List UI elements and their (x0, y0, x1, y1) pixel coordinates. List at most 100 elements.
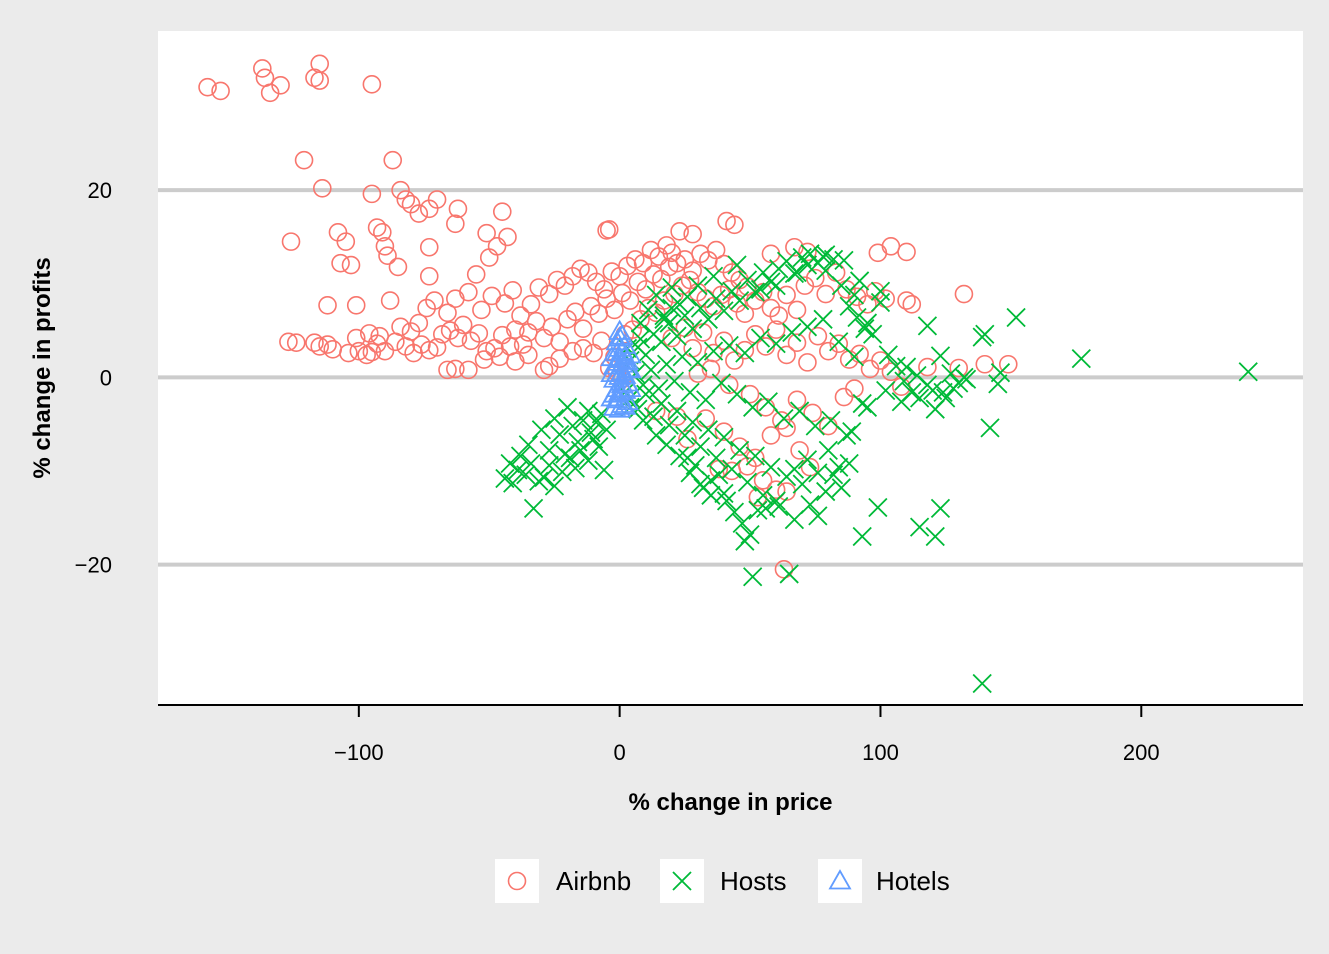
data-point (787, 300, 807, 320)
data-point (667, 326, 687, 346)
data-point (331, 253, 350, 273)
data-point (777, 345, 796, 365)
axis-layer: −20 0 20 −100 0 100 200 (75, 178, 1303, 765)
data-point (743, 567, 763, 587)
data-point (448, 199, 468, 219)
data-point (787, 333, 807, 353)
data-point (972, 673, 992, 694)
series-airbnb (198, 54, 1018, 579)
data-point (370, 326, 389, 346)
data-point (383, 150, 403, 170)
data-point (1238, 362, 1258, 382)
data-point (198, 77, 217, 97)
data-point (863, 324, 883, 344)
data-point (805, 416, 825, 436)
data-point (563, 416, 583, 436)
data-point (878, 345, 898, 365)
data-point (745, 446, 765, 466)
data-point (868, 497, 888, 518)
data-point (803, 403, 822, 423)
data-point (503, 473, 523, 493)
data-point (477, 341, 496, 361)
data-point (897, 242, 916, 262)
data-point (800, 495, 820, 515)
data-point (722, 459, 742, 479)
data-point (542, 317, 562, 337)
data-point (589, 436, 609, 457)
data-point (597, 221, 616, 240)
data-point (594, 460, 614, 480)
data-point (709, 465, 729, 485)
data-point (654, 291, 674, 310)
data-point (610, 392, 634, 413)
data-point (706, 240, 726, 260)
y-tick-label: −20 (75, 553, 112, 578)
data-point (798, 353, 817, 372)
data-point (831, 478, 851, 498)
data-point (907, 365, 927, 386)
data-point (438, 303, 457, 323)
data-point (797, 255, 818, 275)
data-point (281, 232, 301, 251)
data-point (748, 500, 768, 520)
data-point (581, 422, 601, 443)
data-point (714, 301, 734, 321)
data-point (608, 319, 632, 340)
x-tick-label: −100 (334, 740, 384, 765)
data-point (800, 244, 820, 264)
data-point (409, 313, 429, 333)
data-point (596, 420, 617, 440)
data-point (466, 265, 486, 284)
data-point (362, 184, 382, 204)
data-point (341, 255, 361, 275)
data-point (459, 282, 478, 302)
data-point (845, 379, 864, 398)
data-point (761, 272, 781, 292)
data-point (787, 262, 807, 283)
data-point (722, 281, 742, 301)
data-point (550, 424, 570, 445)
data-point (690, 298, 711, 318)
data-point (881, 362, 901, 382)
data-point (310, 337, 330, 356)
data-point (649, 378, 669, 399)
data-point (844, 285, 865, 305)
data-point (844, 347, 865, 367)
data-point (310, 71, 330, 90)
data-point (544, 408, 565, 429)
data-point (727, 255, 747, 275)
y-tick-label: 0 (100, 365, 112, 390)
data-point (359, 324, 379, 343)
data-point (600, 361, 624, 383)
data-point (980, 418, 1000, 438)
data-point (909, 388, 930, 408)
data-point (711, 373, 732, 393)
data-point (318, 295, 337, 315)
legend-key-box (818, 859, 862, 903)
data-point (797, 450, 818, 470)
data-point (766, 334, 786, 354)
data-point (735, 340, 755, 360)
data-point (479, 248, 499, 267)
data-point (539, 455, 559, 475)
data-point (902, 295, 922, 314)
data-point (836, 425, 857, 446)
data-point (732, 513, 752, 534)
data-point (683, 224, 702, 244)
data-point (829, 334, 849, 353)
data-point (362, 75, 382, 94)
data-point (852, 526, 872, 547)
data-point (633, 410, 653, 431)
data-point (842, 422, 862, 442)
data-point (761, 426, 781, 445)
data-point (638, 300, 658, 320)
data-point (750, 279, 771, 300)
data-point (662, 298, 682, 318)
data-point (949, 358, 969, 378)
data-point (839, 296, 859, 316)
data-point (670, 222, 689, 241)
data-point (701, 359, 721, 379)
data-point (789, 401, 810, 421)
data-point (578, 401, 598, 421)
